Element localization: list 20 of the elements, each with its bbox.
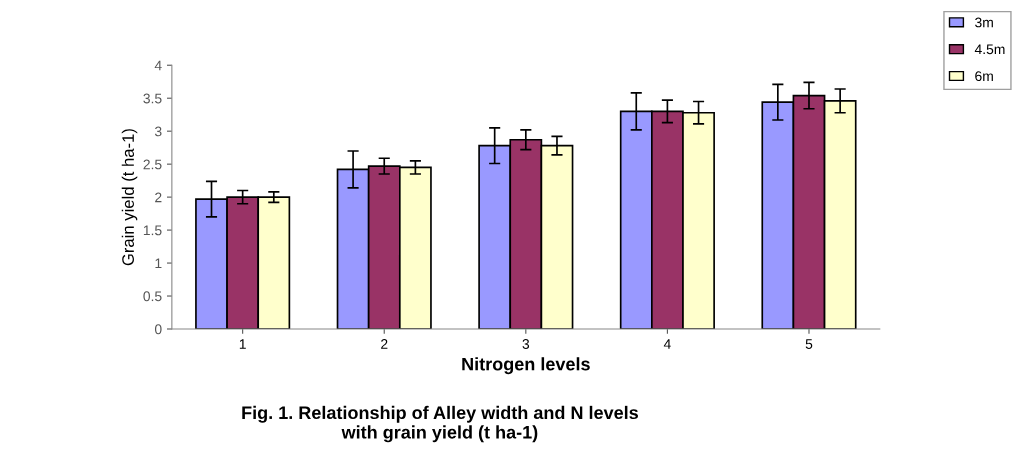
x-tick-label: 1 — [239, 339, 246, 349]
legend-label: 4.5m — [974, 44, 1005, 55]
y-tick-label: 2 — [155, 192, 162, 203]
legend-label: 6m — [975, 71, 993, 82]
x-tick-label: 2 — [381, 339, 388, 349]
x-tick-label: 4 — [663, 339, 671, 349]
y-tick-label: 1.5 — [143, 225, 162, 236]
x-tick-label: 5 — [805, 339, 813, 349]
y-tick-label: 1 — [155, 258, 162, 269]
y-tick-label: 3 — [154, 126, 162, 137]
y-tick-label: 4 — [154, 60, 162, 71]
y-tick-label: 2.5 — [143, 159, 162, 170]
y-tick-label: 3.5 — [143, 93, 162, 104]
y-tick-label: 0 — [154, 324, 162, 335]
y-tick-label: 0.5 — [143, 291, 162, 302]
y-axis-title: Grain yield (t ha-1) — [121, 129, 138, 266]
x-tick-label: 3 — [522, 339, 530, 349]
text: Fig. 1. Relationship of Alley width and N levels with grain yield (t ha-1) — [242, 405, 638, 443]
x-axis-title: Nitrogen levels — [462, 357, 590, 375]
legend-label: 3m — [975, 17, 993, 28]
